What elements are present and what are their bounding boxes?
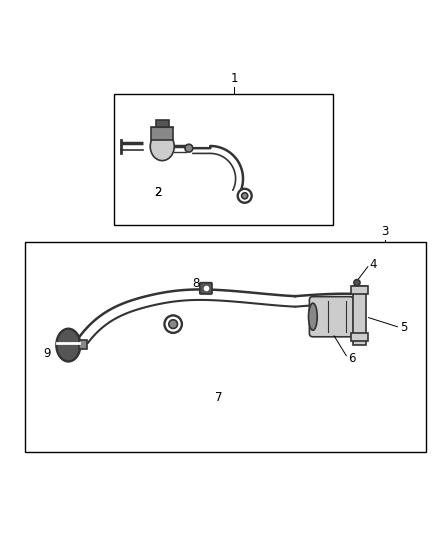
FancyBboxPatch shape bbox=[309, 297, 353, 337]
Text: 7: 7 bbox=[215, 391, 223, 404]
Ellipse shape bbox=[57, 329, 81, 361]
Circle shape bbox=[238, 189, 252, 203]
Bar bbox=[353, 286, 366, 345]
Bar bbox=[351, 286, 368, 294]
Circle shape bbox=[354, 280, 360, 286]
Text: 4: 4 bbox=[370, 258, 377, 271]
Bar bbox=[151, 127, 173, 140]
Text: 6: 6 bbox=[348, 352, 355, 365]
Text: 5: 5 bbox=[400, 321, 408, 334]
Text: 2: 2 bbox=[154, 185, 162, 199]
Text: 8: 8 bbox=[192, 278, 199, 290]
Bar bbox=[155, 120, 169, 127]
Bar bbox=[351, 333, 368, 341]
Text: 9: 9 bbox=[43, 348, 51, 360]
Bar bbox=[114, 94, 332, 225]
Text: 2: 2 bbox=[154, 185, 162, 199]
FancyBboxPatch shape bbox=[200, 282, 212, 294]
Circle shape bbox=[164, 316, 182, 333]
Text: 1: 1 bbox=[230, 72, 238, 85]
Ellipse shape bbox=[308, 303, 317, 330]
Text: 3: 3 bbox=[381, 225, 389, 238]
Circle shape bbox=[169, 320, 177, 328]
Bar bbox=[25, 243, 426, 452]
Circle shape bbox=[242, 193, 248, 199]
Ellipse shape bbox=[150, 132, 174, 160]
Circle shape bbox=[185, 144, 193, 152]
Bar bbox=[79, 340, 87, 350]
